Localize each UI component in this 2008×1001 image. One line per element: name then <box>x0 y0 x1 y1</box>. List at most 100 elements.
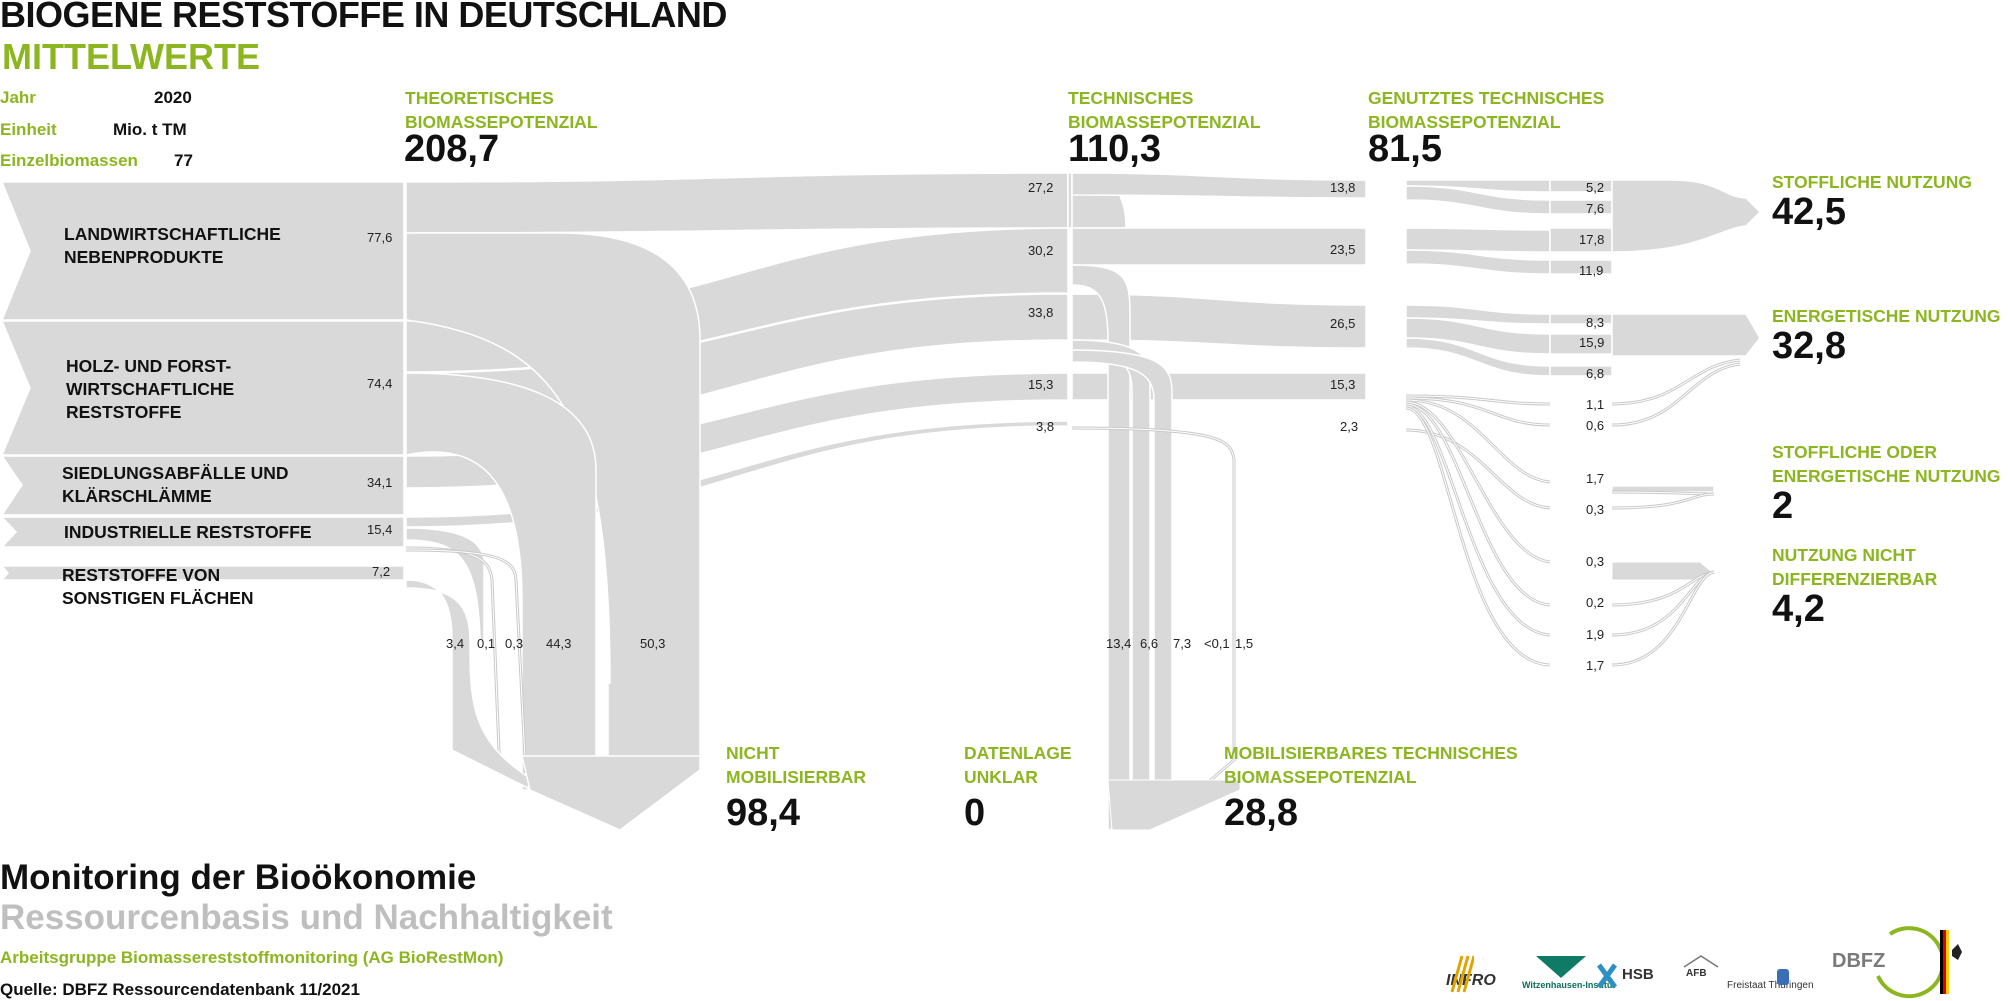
source-label-industrie: INDUSTRIELLE RESTSTOFFE <box>64 522 312 542</box>
logo-dbfz: DBFZ <box>1832 950 1886 972</box>
flow-u-se-2-core <box>1611 493 1715 509</box>
arrow-energetische-nutzung <box>1611 313 1761 357</box>
outcome-label-energetisch: ENERGETISCHE NUTZUNG <box>1772 306 2001 326</box>
hsb-cross-icon <box>1596 963 1618 989</box>
drop-landwirtschaft-nicht-mobil <box>405 232 701 791</box>
bundesadler-icon <box>1940 930 1962 994</box>
usage-value-8: 1,1 <box>1586 397 1605 412</box>
source-value-siedlung: 34,1 <box>367 475 393 490</box>
technisch-value-2: 30,2 <box>1028 243 1054 258</box>
flow-g-u-11-core <box>1405 429 1551 509</box>
genutzt-value-4: 15,3 <box>1330 377 1356 392</box>
usage-value-12: 0,3 <box>1586 554 1605 569</box>
bottom-value-mobilisierbar: 28,8 <box>1224 792 1298 834</box>
drop-technisch-value-2: 6,6 <box>1140 636 1159 651</box>
flow-g-u-4 <box>1405 249 1551 275</box>
diagram-subtitle: MITTELWERTE <box>2 36 260 77</box>
afb-house-icon <box>1683 955 1719 968</box>
drop-technisch-value-3: 7,3 <box>1173 636 1192 651</box>
witzenhausen-icon <box>1536 956 1586 978</box>
source-value-industrie: 15,4 <box>367 522 393 537</box>
flow-u-en-1 <box>1611 358 1741 406</box>
outcome-label-nicht-differenzierbar: NUTZUNG NICHT DIFFERENZIERBAR <box>1772 545 1938 589</box>
usage-value-11: 0,3 <box>1586 502 1605 517</box>
drop-holz-nicht-mobil <box>405 372 597 791</box>
arrow-stofflich-oder-energetisch <box>1611 485 1715 493</box>
technisch-value-3: 33,8 <box>1028 305 1054 320</box>
dbfz-ring-icon <box>1876 926 1945 999</box>
technisch-value-1: 27,2 <box>1028 180 1054 195</box>
drop-industrie <box>405 527 485 641</box>
flow-g-u-13-core <box>1405 403 1551 606</box>
logo-afb: AFB <box>1686 968 1707 979</box>
flow-g-u-10-core <box>1405 399 1551 483</box>
flow-u-nd-3-core <box>1611 571 1715 666</box>
flow-g-u-12-core <box>1405 401 1551 563</box>
footer-source: Quelle: DBFZ Ressourcendatenbank 11/2021 <box>0 980 360 999</box>
bottom-value-datenlage-unklar: 0 <box>964 792 986 834</box>
outcome-value-nicht-differenzierbar: 4,2 <box>1772 588 1825 630</box>
source-label-holz: HOLZ- UND FORST-WIRTSCHAFTLICHE RESTSTOF… <box>66 356 235 422</box>
arrow-stoffliche-nutzung <box>1611 179 1762 253</box>
genutzt-value-2: 23,5 <box>1330 242 1356 257</box>
usage-block-7 <box>1549 365 1613 377</box>
flow-g-u-3 <box>1405 227 1551 253</box>
drop-industrie-line-core <box>405 547 501 776</box>
stage-value-theoretisch: 208,7 <box>404 128 500 170</box>
usage-value-1: 5,2 <box>1586 180 1605 195</box>
source-arrow-holz <box>0 320 405 456</box>
drop-technisch-value-4: <0,1 <box>1204 636 1230 651</box>
genutzt-value-3: 26,5 <box>1330 316 1356 331</box>
drop-theoretisch-value-2: 0,1 <box>477 636 496 651</box>
stage-label-technisch: TECHNISCHES BIOMASSEPOTENZIAL <box>1068 88 1261 132</box>
drop-theoretisch-value-1: 3,4 <box>446 636 465 651</box>
technisch-value-5: 3,8 <box>1036 419 1055 434</box>
drop-theoretisch-value-3: 0,3 <box>505 636 524 651</box>
outcome-label-stofflich: STOFFLICHE NUTZUNG <box>1772 172 1972 192</box>
genutzt-value-1: 13,8 <box>1330 180 1356 195</box>
funnel-nicht-mobilisierbar <box>521 755 701 831</box>
tech-drop-line-1-core <box>1071 427 1235 816</box>
usage-value-6: 15,9 <box>1579 335 1605 350</box>
diagram-title: BIOGENE RESTSTOFFE IN DEUTSCHLAND <box>0 0 727 35</box>
usage-value-9: 0,6 <box>1586 418 1605 433</box>
bottom-label-nicht-mobilisierbar: NICHT MOBILISIERBAR <box>726 743 866 787</box>
usage-value-14: 1,9 <box>1586 627 1605 642</box>
flow-g-u-9-core <box>1405 397 1551 426</box>
funnel-mobilisierbar <box>1107 779 1241 831</box>
flow-u-en-2-core <box>1611 363 1741 426</box>
usage-value-5: 8,3 <box>1586 315 1605 330</box>
flow-landwirtschaft-technisch <box>405 172 1069 234</box>
flow-g-u-15-core <box>1405 407 1551 666</box>
source-label-landwirtschaft: LANDWIRTSCHAFTLICHE NEBENPRODUKTE <box>64 224 281 267</box>
source-value-sonstige: 7,2 <box>372 564 391 579</box>
stage-label-genutzt: GENUTZTES TECHNISCHES BIOMASSEPOTENZIAL <box>1368 88 1605 132</box>
flow-g-u-14-core <box>1405 405 1551 636</box>
usage-value-3: 17,8 <box>1579 232 1605 247</box>
bottom-value-nicht-mobilisierbar: 98,4 <box>726 792 800 834</box>
flow-g-u-8-core <box>1405 395 1551 405</box>
technisch-value-4: 15,3 <box>1028 377 1054 392</box>
tech-drop-line-1 <box>1071 426 1236 817</box>
outcome-value-stofflich-oder-energetisch: 2 <box>1772 485 1794 527</box>
usage-value-15: 1,7 <box>1586 658 1605 673</box>
genutzt-value-5: 2,3 <box>1340 419 1359 434</box>
source-label-siedlung: SIEDLUNGSABFÄLLE UND KLÄRSCHLÄMME <box>62 463 289 506</box>
source-value-holz: 74,4 <box>367 376 393 391</box>
drop-technisch-value-5: 1,5 <box>1235 636 1254 651</box>
footer-subtitle: Ressourcenbasis und Nachhaltigkeit <box>0 898 613 937</box>
usage-value-7: 6,8 <box>1586 366 1605 381</box>
logo-thueringen: Freistaat Thüringen <box>1727 980 1814 991</box>
footer-title: Monitoring der Bioökonomie <box>0 858 477 897</box>
infro-stripes-icon <box>1450 955 1474 993</box>
source-arrow-industrie <box>0 516 405 548</box>
source-value-landwirtschaft: 77,6 <box>367 230 393 245</box>
source-arrow-siedlung <box>0 455 405 516</box>
usage-block-4 <box>1549 259 1613 275</box>
source-label-sonstige: RESTSTOFFE VON SONSTIGEN FLÄCHEN <box>62 565 254 608</box>
logo-witzenhausen: Witzenhausen-Institut <box>1522 980 1616 990</box>
footer-group: Arbeitsgruppe Biomassereststoffmonitorin… <box>0 948 504 967</box>
flow-u-en-1-core <box>1611 359 1741 405</box>
drop-technisch-value-1: 13,4 <box>1106 636 1132 651</box>
